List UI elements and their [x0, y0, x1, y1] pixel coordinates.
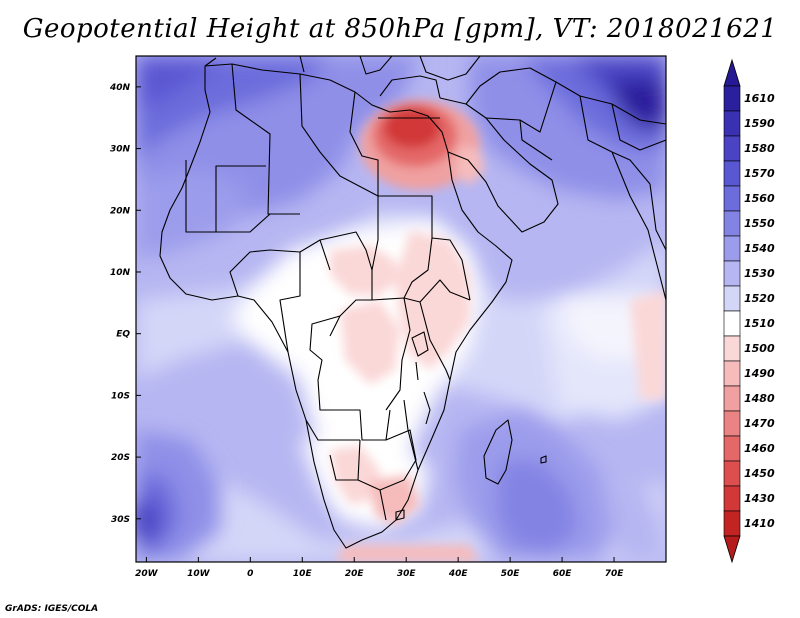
x-tick-label: 50E — [501, 569, 521, 579]
colorbar-swatch — [723, 85, 741, 112]
colorbar-label: 1550 — [744, 217, 775, 230]
colorbar-swatch — [723, 110, 741, 137]
colorbar-swatch — [723, 210, 741, 237]
height-field — [136, 56, 666, 562]
colorbar-label: 1590 — [744, 117, 775, 130]
x-tick-label: 30E — [397, 569, 417, 579]
x-tick-label: 20E — [345, 569, 365, 579]
footer-credit: GrADS: IGES/COLA — [5, 604, 99, 614]
colorbar-swatch — [723, 310, 741, 337]
colorbar-label: 1580 — [744, 142, 775, 155]
colorbar-label: 1500 — [744, 342, 775, 355]
colorbar-label: 1430 — [744, 492, 775, 505]
page-title: Geopotential Height at 850hPa [gpm], VT:… — [22, 14, 778, 44]
x-tick-label: 40E — [448, 569, 469, 579]
colorbar-label: 1540 — [744, 242, 775, 255]
x-tick-label: 60E — [553, 569, 573, 579]
colorbar-swatch — [723, 510, 741, 537]
x-axis: 20W 10W 0 10E 20E 30E 40E 50E 60E 70E — [135, 557, 624, 579]
colorbar-label: 1570 — [744, 167, 775, 180]
colorbar-swatch — [723, 460, 741, 487]
colorbar-label: 1410 — [744, 517, 775, 530]
x-tick-label: 10W — [187, 569, 211, 579]
colorbar-label: 1450 — [744, 467, 775, 480]
colorbar-bottom-arrow — [723, 535, 741, 564]
y-tick-label: 40N — [109, 83, 131, 93]
map-frame — [135, 55, 667, 563]
colorbar-swatch — [723, 260, 741, 287]
x-tick-label: 10E — [293, 569, 313, 579]
y-tick-label: 30S — [111, 515, 130, 525]
colorbar-swatch — [723, 285, 741, 312]
colorbar-swatch — [723, 485, 741, 512]
colorbar-label: 1530 — [744, 267, 775, 280]
colorbar-swatch — [723, 360, 741, 387]
colorbar-swatch — [723, 160, 741, 187]
y-tick-label: 10N — [110, 268, 131, 278]
y-tick-label: 20N — [110, 206, 131, 216]
colorbar-label: 1510 — [744, 317, 775, 330]
colorbar-swatch — [723, 385, 741, 412]
colorbar-label: 1610 — [744, 92, 775, 105]
colorbar-swatch — [723, 335, 741, 362]
y-tick-label: 10S — [111, 391, 130, 401]
colorbar-label: 1520 — [744, 292, 775, 305]
colorbar-label: 1470 — [744, 417, 775, 430]
colorbar-swatch — [723, 235, 741, 262]
colorbar-label: 1490 — [744, 367, 775, 380]
x-tick-label: 70E — [605, 569, 625, 579]
colorbar-label: 1560 — [744, 192, 775, 205]
colorbar-label: 1480 — [744, 392, 775, 405]
x-tick-label: 0 — [247, 569, 253, 579]
colorbar-swatch — [723, 410, 741, 437]
y-tick-label: 20S — [111, 453, 130, 463]
colorbar-swatch — [723, 135, 741, 162]
colorbar: 1610 1590 1580 1570 1560 1550 1540 1530 1520 1510… — [723, 58, 775, 564]
colorbar-label: 1460 — [744, 442, 775, 455]
colorbar-top-arrow — [723, 58, 741, 87]
y-tick-label: EQ — [116, 330, 130, 340]
y-tick-label: 30N — [110, 145, 131, 155]
colorbar-swatch — [723, 185, 741, 212]
x-tick-label: 20W — [135, 569, 159, 579]
colorbar-swatch — [723, 435, 741, 462]
country-boundaries — [159, 56, 666, 549]
y-axis: 40N 30N 20N 10N EQ 10S 20S 30S — [109, 83, 141, 525]
